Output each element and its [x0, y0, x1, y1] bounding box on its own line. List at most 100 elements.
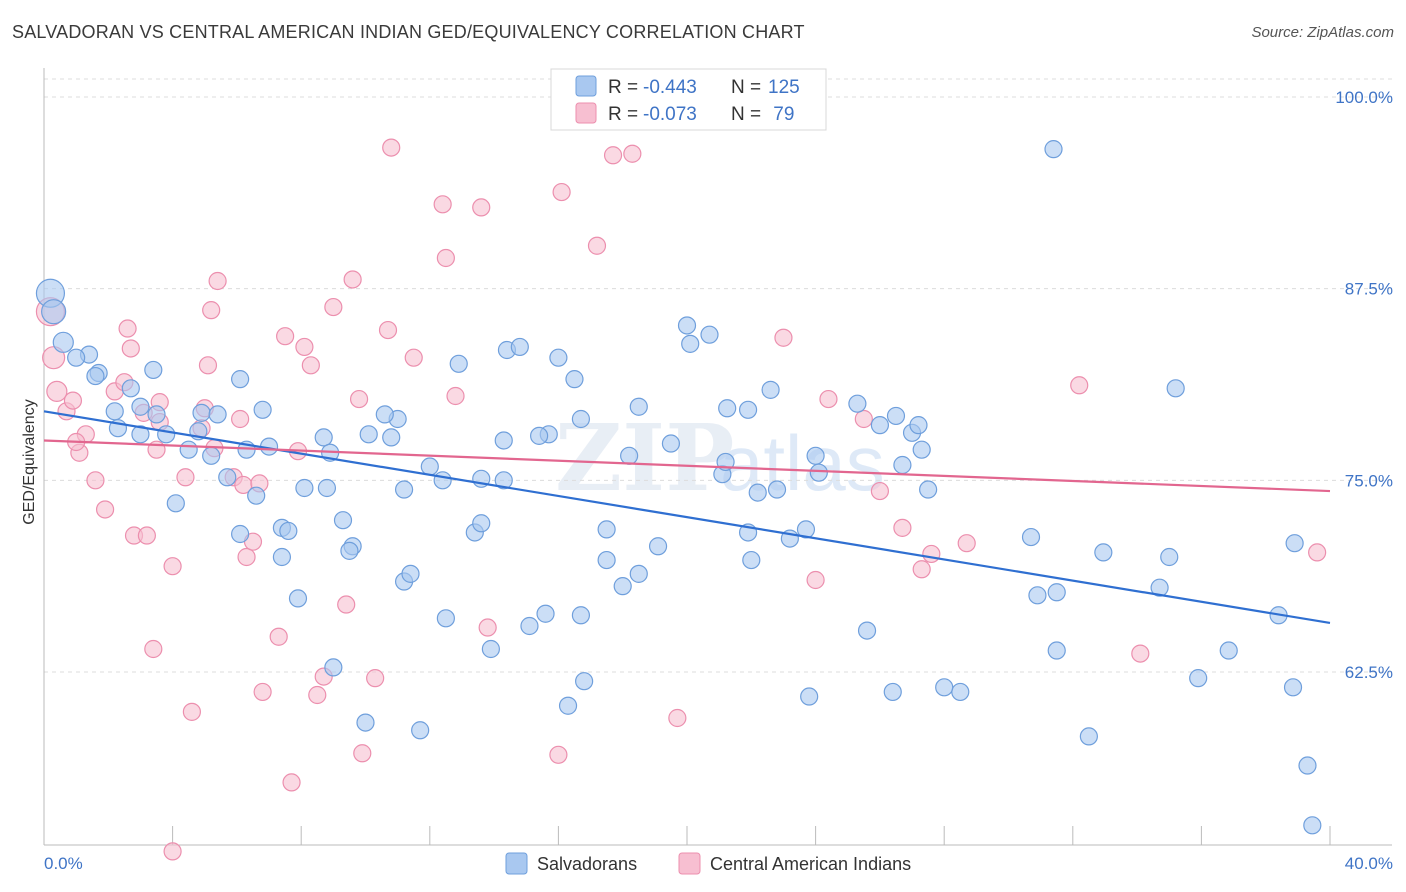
central-american-indian-point	[324, 297, 343, 317]
legend-n-value-1: 125	[768, 77, 800, 98]
salvadoran-point	[549, 348, 568, 367]
watermark: ZIP atlas	[555, 404, 885, 512]
legend-n-label-2: N =	[731, 104, 761, 125]
salvadoran-point	[1094, 543, 1113, 562]
central-american-indian-point	[436, 248, 455, 268]
salvadoran-point	[558, 696, 578, 715]
salvadoran-point	[886, 406, 906, 426]
central-american-indian-point	[63, 391, 83, 410]
bottom-legend-swatch-central-american-indians	[678, 852, 701, 875]
salvadoran-point	[748, 483, 767, 502]
salvadoran-point	[648, 537, 668, 556]
salvadoran-point	[401, 564, 420, 583]
salvadoran-point	[1047, 641, 1066, 660]
salvadoran-point	[420, 457, 439, 476]
central-american-indian-point	[382, 138, 401, 157]
salvadoran-point	[575, 672, 594, 691]
salvadoran-point	[449, 354, 468, 373]
watermark-atlas: atlas	[720, 419, 885, 507]
central-american-indian-point	[893, 518, 912, 537]
salvadoran-point	[131, 425, 150, 444]
central-american-indian-point	[301, 356, 320, 375]
central-american-indian-point	[118, 319, 137, 338]
points-salvadorans	[35, 140, 1322, 835]
salvadoran-point	[857, 621, 877, 640]
salvadoran-point	[809, 463, 828, 482]
central-american-indian-point	[86, 471, 105, 490]
salvadoran-point	[1047, 583, 1066, 602]
salvadoran-point	[597, 550, 616, 570]
salvadoran-point	[340, 541, 359, 560]
salvadoran-point	[472, 514, 491, 533]
salvadoran-point	[742, 550, 761, 570]
salvadoran-point	[52, 331, 74, 353]
central-american-indian-point	[253, 682, 272, 702]
salvadoran-point	[800, 687, 819, 706]
salvadoran-point	[1150, 578, 1169, 597]
central-american-indian-point	[378, 320, 398, 340]
salvadoran-point	[510, 337, 529, 357]
salvadoran-point	[909, 416, 928, 435]
central-american-indian-point	[1131, 644, 1150, 663]
salvadoran-point	[247, 486, 266, 505]
salvadoran-point	[144, 360, 163, 380]
central-american-indian-point	[668, 708, 687, 728]
salvadoran-point	[718, 399, 737, 418]
salvadoran-point	[436, 609, 455, 628]
salvadoran-point	[806, 446, 825, 465]
salvadoran-point	[629, 397, 648, 416]
central-american-indian-point	[176, 468, 195, 487]
salvadoran-point	[279, 521, 298, 541]
legend-r-value-1: -0.443	[643, 77, 697, 98]
salvadoran-point	[202, 446, 221, 465]
salvadoran-point	[433, 471, 452, 490]
central-american-indian-point	[144, 639, 163, 659]
trend-line-central-american-indians	[43, 439, 1331, 493]
salvadoran-point	[394, 480, 414, 499]
legend-r-label-2: R =	[608, 104, 638, 125]
salvadoran-point	[1021, 527, 1041, 547]
salvadoran-point	[411, 721, 430, 740]
central-american-indian-point	[137, 526, 156, 545]
central-american-indian-point	[202, 301, 221, 320]
bottom-legend-swatch-salvadorans	[505, 852, 528, 875]
salvadoran-point	[1285, 534, 1304, 553]
salvadoran-point	[494, 431, 513, 450]
salvadoran-point	[620, 446, 639, 465]
y-axis-label: GED/Equivalency	[21, 399, 38, 524]
salvadoran-point	[912, 440, 931, 459]
salvadoran-point	[314, 428, 333, 447]
central-american-indian-point	[603, 146, 623, 165]
salvadoran-point	[157, 425, 176, 444]
central-american-indian-point	[549, 745, 568, 764]
salvadoran-point	[356, 713, 375, 732]
salvadoran-point	[700, 325, 719, 344]
central-american-indian-point	[343, 270, 362, 289]
source-label: Source: ZipAtlas.com	[1251, 24, 1394, 41]
central-american-indian-point	[46, 380, 68, 402]
y-tick-label-2: 75.0%	[1345, 471, 1393, 490]
y-tick-label-0: 100.0%	[1335, 88, 1393, 107]
salvadoran-point	[192, 403, 211, 422]
central-american-indian-point	[269, 627, 288, 646]
salvadoran-point	[147, 405, 166, 424]
legend-swatch-central-american-indians	[575, 102, 597, 124]
central-american-indian-point	[433, 195, 452, 214]
salvadoran-point	[1079, 727, 1098, 746]
central-american-indian-point	[922, 544, 941, 564]
central-american-indian-point	[182, 702, 201, 721]
salvadoran-point	[629, 564, 648, 583]
salvadoran-point	[1160, 547, 1179, 567]
salvadoran-point	[935, 678, 954, 697]
central-american-indian-point	[237, 547, 256, 567]
central-american-indian-point	[163, 842, 182, 861]
salvadoran-point	[848, 394, 867, 413]
central-american-indian-point	[819, 389, 838, 409]
central-american-indian-point	[208, 271, 227, 291]
salvadoran-point	[951, 682, 970, 702]
salvadoran-point	[105, 402, 124, 421]
salvadoran-point	[288, 589, 308, 608]
central-american-indian-point	[1070, 376, 1089, 395]
salvadoran-point	[121, 379, 140, 398]
